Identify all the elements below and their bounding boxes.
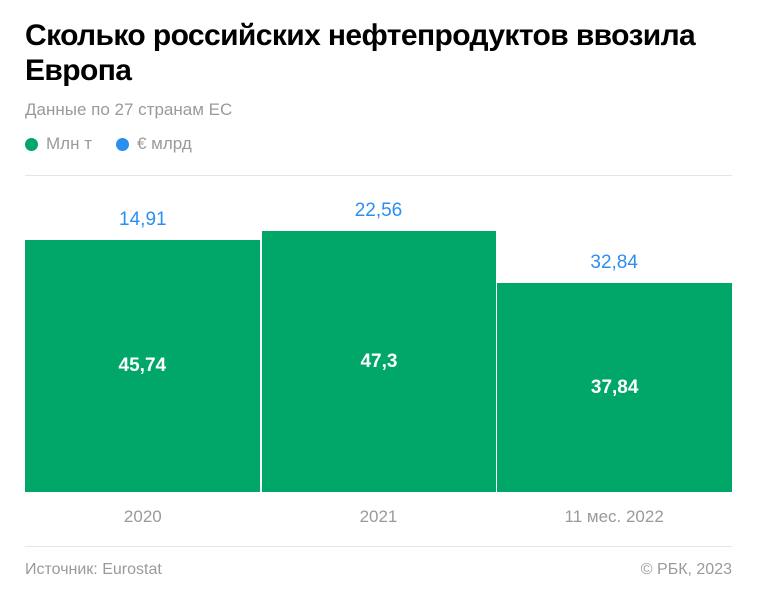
- bar: 47,3: [261, 231, 497, 492]
- copyright: © РБК, 2023: [640, 561, 732, 578]
- blue-dot-icon: [115, 137, 129, 151]
- legend-label: € млрд: [136, 134, 192, 153]
- category-label: 2021: [359, 507, 398, 526]
- bar-value-label: 47,3: [360, 350, 398, 372]
- eur-value-label: 32,84: [590, 252, 638, 274]
- source-note: Источник: Eurostat: [25, 561, 162, 578]
- legend: Млн т € млрд: [25, 134, 192, 154]
- bar-value-label: 37,84: [590, 376, 639, 398]
- category-label: 2020: [123, 507, 162, 526]
- green-dot-icon: [25, 137, 38, 151]
- bottom-divider: [25, 546, 732, 547]
- legend-item-mln-t: Млн т: [25, 134, 92, 154]
- bar: 45,74: [25, 239, 260, 492]
- category-label: 11 мес. 2022: [564, 507, 664, 526]
- bar-value-label: 45,74: [118, 354, 167, 376]
- legend-label: Млн т: [46, 134, 92, 153]
- eur-value-label: 14,91: [119, 208, 167, 230]
- bar: 37,84: [497, 283, 732, 492]
- top-divider: [25, 175, 732, 176]
- chart-title: Сколько российских нефтепродуктов ввозил…: [25, 19, 696, 87]
- chart-subtitle: Данные по 27 странам ЕС: [25, 100, 233, 119]
- eur-value-label: 22,56: [354, 200, 403, 221]
- legend-item-eur-bn: € млрд: [115, 134, 192, 154]
